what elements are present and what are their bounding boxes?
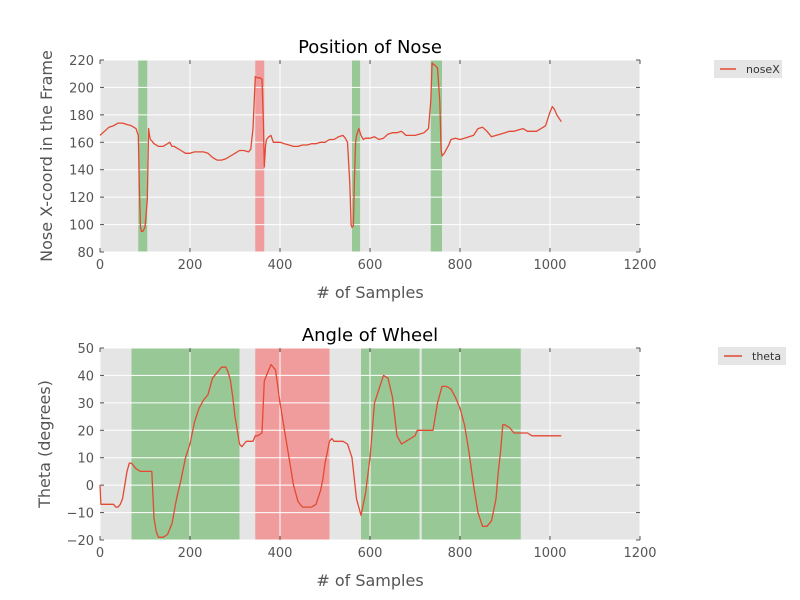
x-tick-label: 0 bbox=[96, 546, 104, 561]
y-tick-label: 30 bbox=[77, 397, 94, 412]
y-tick-label: 220 bbox=[69, 54, 94, 69]
legend: theta bbox=[718, 347, 786, 365]
y-tick-label: 0 bbox=[86, 479, 94, 494]
chart-title: Angle of Wheel bbox=[302, 325, 438, 346]
y-tick-label: 160 bbox=[69, 136, 94, 151]
y-tick-label: 20 bbox=[77, 424, 94, 439]
nose-position-chart: 0 200 400 600 800 1000 1200 80 100 120 140 160 180 20… bbox=[37, 37, 782, 302]
x-tick-label: 0 bbox=[96, 258, 104, 273]
x-tick-label: 800 bbox=[448, 546, 473, 561]
shaded-region-green bbox=[430, 60, 442, 252]
x-tick-label: 200 bbox=[178, 546, 203, 561]
y-tick-label: −10 bbox=[67, 507, 94, 522]
shaded-region-red bbox=[255, 60, 265, 252]
x-axis-label: # of Samples bbox=[316, 571, 423, 590]
legend-label: theta bbox=[752, 350, 781, 363]
shaded-region-green bbox=[131, 348, 240, 540]
x-tick-label: 1000 bbox=[533, 258, 566, 273]
shaded-region-red bbox=[255, 348, 330, 540]
y-tick-label: 40 bbox=[77, 369, 94, 384]
series-line-noseX bbox=[99, 62, 562, 233]
y-tick-label: −20 bbox=[67, 534, 94, 549]
shaded-region-green bbox=[138, 60, 148, 252]
y-tick-label: 50 bbox=[77, 342, 94, 357]
x-tick-label: 800 bbox=[448, 258, 473, 273]
x-tick-label: 1200 bbox=[623, 258, 656, 273]
x-tick-label: 400 bbox=[268, 546, 293, 561]
y-axis-label: Theta (degrees) bbox=[35, 380, 54, 509]
chart-title: Position of Nose bbox=[298, 37, 442, 58]
legend-box bbox=[714, 60, 782, 78]
wheel-angle-chart: 0 200 400 600 800 1000 1200 −20 −10 0 10 20 30 40 50 A… bbox=[35, 325, 786, 590]
y-tick-label: 80 bbox=[77, 246, 94, 261]
x-tick-label: 1000 bbox=[533, 546, 566, 561]
y-tick-label: 100 bbox=[69, 219, 94, 234]
shaded-region-green bbox=[421, 348, 521, 540]
series-line-theta bbox=[99, 363, 562, 538]
legend-box bbox=[718, 347, 786, 365]
legend: noseX bbox=[714, 60, 782, 78]
x-tick-label: 600 bbox=[358, 546, 383, 561]
x-tick-label: 600 bbox=[358, 258, 383, 273]
x-tick-label: 400 bbox=[268, 258, 293, 273]
y-tick-label: 180 bbox=[69, 109, 94, 124]
legend-label: noseX bbox=[746, 63, 780, 76]
x-tick-label: 1200 bbox=[623, 546, 656, 561]
y-tick-label: 10 bbox=[77, 452, 94, 467]
x-axis-label: # of Samples bbox=[316, 283, 423, 302]
y-tick-label: 120 bbox=[69, 191, 94, 206]
y-tick-label: 140 bbox=[69, 164, 94, 179]
x-tick-label: 200 bbox=[178, 258, 203, 273]
y-tick-label: 200 bbox=[69, 81, 94, 96]
shaded-region-green bbox=[352, 60, 361, 252]
y-axis-label: Nose X-coord in the Frame bbox=[37, 50, 56, 262]
